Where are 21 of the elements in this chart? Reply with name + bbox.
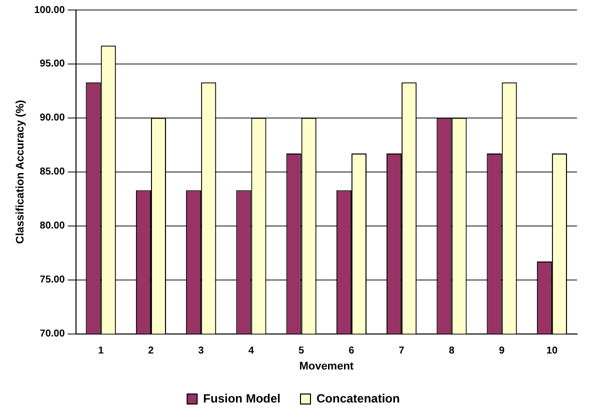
x-tick-label: 10 (546, 346, 558, 357)
x-tick-label: 9 (499, 346, 506, 357)
y-tick-label: 70.00 (40, 328, 66, 340)
legend-label: Concatenation (316, 391, 400, 406)
x-tick-label: 4 (248, 346, 254, 357)
x-tick-label: 6 (348, 346, 355, 357)
x-tick-label: 1 (98, 346, 104, 357)
y-tick-label: 75.00 (40, 274, 66, 286)
y-tick-label: 95.00 (40, 58, 66, 70)
y-axis-title: Classification Accuracy (%) (14, 100, 27, 244)
x-tick-label: 8 (448, 346, 455, 357)
x-tick-label: 7 (398, 346, 405, 357)
x-tick-label: 2 (148, 346, 154, 357)
legend-label: Fusion Model (203, 391, 280, 406)
y-tick-label: 80.00 (40, 220, 66, 232)
y-tick-label: 85.00 (40, 166, 66, 178)
x-tick-label: 3 (198, 346, 204, 357)
x-tick-label: 5 (298, 346, 305, 357)
x-axis-title: Movement (299, 360, 354, 372)
y-tick-label: 100.00 (34, 4, 66, 16)
y-tick-label: 90.00 (40, 112, 66, 124)
